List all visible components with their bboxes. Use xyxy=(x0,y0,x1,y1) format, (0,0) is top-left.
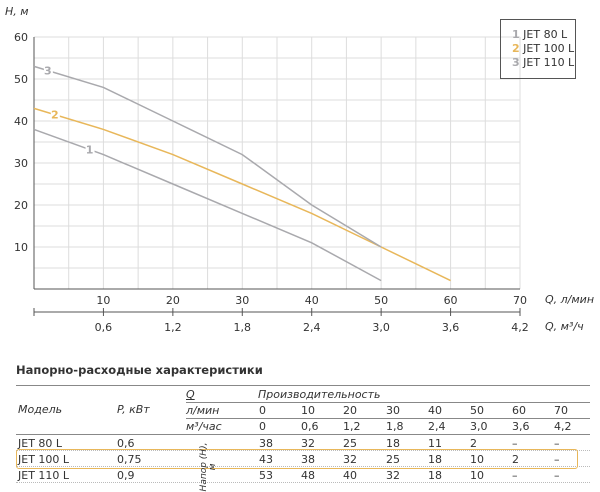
highlight-row xyxy=(16,449,578,469)
head-value: 40 xyxy=(343,469,357,482)
model-cell: JET 110 L xyxy=(18,469,70,482)
legend: 1 JET 80 L 2 JET 100 L 3 JET 110 L xyxy=(500,19,576,79)
lmin-value: 20 xyxy=(343,404,357,417)
legend-item: 1 JET 80 L xyxy=(512,28,568,41)
power-header: P, кВт xyxy=(117,403,150,416)
head-label: Напор (Н), м xyxy=(199,442,218,492)
head-value: – xyxy=(554,469,560,482)
lmin-value: 60 xyxy=(512,404,526,417)
lmin-value: 30 xyxy=(386,404,400,417)
table-title: Напорно-расходные характеристики xyxy=(16,363,263,377)
legend-item: 3 JET 110 L xyxy=(512,56,575,69)
lmin-value: 10 xyxy=(301,404,315,417)
m3-value: 3,6 xyxy=(512,420,530,433)
head-value: – xyxy=(554,437,560,450)
curve-label: 2 xyxy=(51,109,59,122)
head-value: 32 xyxy=(343,453,357,466)
curve-label: 3 xyxy=(44,65,52,78)
x-tick-label: 40 xyxy=(305,294,319,307)
model-cell: JET 80 L xyxy=(18,437,63,450)
x-tick-label-2: 3,0 xyxy=(372,321,390,334)
head-value: 48 xyxy=(301,469,315,482)
head-value: 43 xyxy=(259,453,273,466)
y-axis-label: H, м xyxy=(5,5,29,18)
head-value: 18 xyxy=(428,469,442,482)
power-cell: 0,9 xyxy=(117,469,135,482)
lmin-value: 70 xyxy=(554,404,568,417)
lmin-value: 50 xyxy=(470,404,484,417)
m3-value: 1,2 xyxy=(343,420,361,433)
lmin-value: 0 xyxy=(259,404,266,417)
y-tick-label: 10 xyxy=(14,241,28,254)
x-tick-label-2: 4,2 xyxy=(511,321,529,334)
head-value: 25 xyxy=(386,453,400,466)
model-header: Модель xyxy=(18,403,63,416)
label-bg xyxy=(50,108,60,121)
perf-label: Производительность xyxy=(258,388,381,401)
power-cell: 0,6 xyxy=(117,437,135,450)
m3-value: 4,2 xyxy=(554,420,572,433)
q-label: Q xyxy=(186,388,195,401)
series-line-2 xyxy=(33,107,451,282)
y-tick-label: 60 xyxy=(14,31,28,44)
head-value: 2 xyxy=(512,453,519,466)
x-tick-label: 20 xyxy=(166,294,180,307)
head-value: 18 xyxy=(428,453,442,466)
head-value: – xyxy=(512,437,518,450)
head-value: 10 xyxy=(470,453,484,466)
head-value: 25 xyxy=(343,437,357,450)
x-tick-label: 70 xyxy=(513,294,527,307)
head-value: 53 xyxy=(259,469,273,482)
curve-label: 1 xyxy=(86,144,94,157)
y-tick-label: 30 xyxy=(14,157,28,170)
head-value: 2 xyxy=(470,437,477,450)
head-value: – xyxy=(554,453,560,466)
x-axis-label-2: Q, м³/ч xyxy=(545,320,584,333)
m3-value: 0 xyxy=(259,420,266,433)
head-value: 38 xyxy=(301,453,315,466)
legend-item: 2 JET 100 L xyxy=(512,42,575,55)
head-value: 11 xyxy=(428,437,442,450)
head-value: 38 xyxy=(259,437,273,450)
m3-value: 2,4 xyxy=(428,420,446,433)
head-value: 18 xyxy=(386,437,400,450)
head-value: – xyxy=(512,469,518,482)
x-tick-label: 10 xyxy=(96,294,110,307)
label-bg xyxy=(43,64,53,77)
x-tick-label: 50 xyxy=(374,294,388,307)
series-line-3 xyxy=(33,65,382,248)
lmin-value: 40 xyxy=(428,404,442,417)
chart: 10 20 30 40 50 60 10 20 30 40 50 60 70 0,6 1,2 1,8 2,4 3,… xyxy=(14,31,529,334)
m3-value: 1,8 xyxy=(386,420,404,433)
m3-label: м³/час xyxy=(186,420,222,433)
y-tick-label: 20 xyxy=(14,199,28,212)
head-value: 32 xyxy=(386,469,400,482)
x-tick-label: 60 xyxy=(444,294,458,307)
head-value: 10 xyxy=(470,469,484,482)
lmin-label: л/мин xyxy=(186,404,220,417)
label-bg xyxy=(85,143,95,156)
y-tick-label: 50 xyxy=(14,73,28,86)
m3-value: 3,0 xyxy=(470,420,488,433)
model-cell: JET 100 L xyxy=(18,453,70,466)
x-tick-label-2: 1,8 xyxy=(234,321,252,334)
y-tick-label: 40 xyxy=(14,115,28,128)
x-tick-label-2: 0,6 xyxy=(95,321,113,334)
x-tick-label-2: 1,2 xyxy=(164,321,182,334)
x-axis-label: Q, л/мин xyxy=(545,293,595,306)
x-tick-label-2: 3,6 xyxy=(442,321,460,334)
m3-value: 0,6 xyxy=(301,420,319,433)
x-tick-label-2: 2,4 xyxy=(303,321,321,334)
x-tick-label: 30 xyxy=(235,294,249,307)
head-value: 32 xyxy=(301,437,315,450)
power-cell: 0,75 xyxy=(117,453,142,466)
